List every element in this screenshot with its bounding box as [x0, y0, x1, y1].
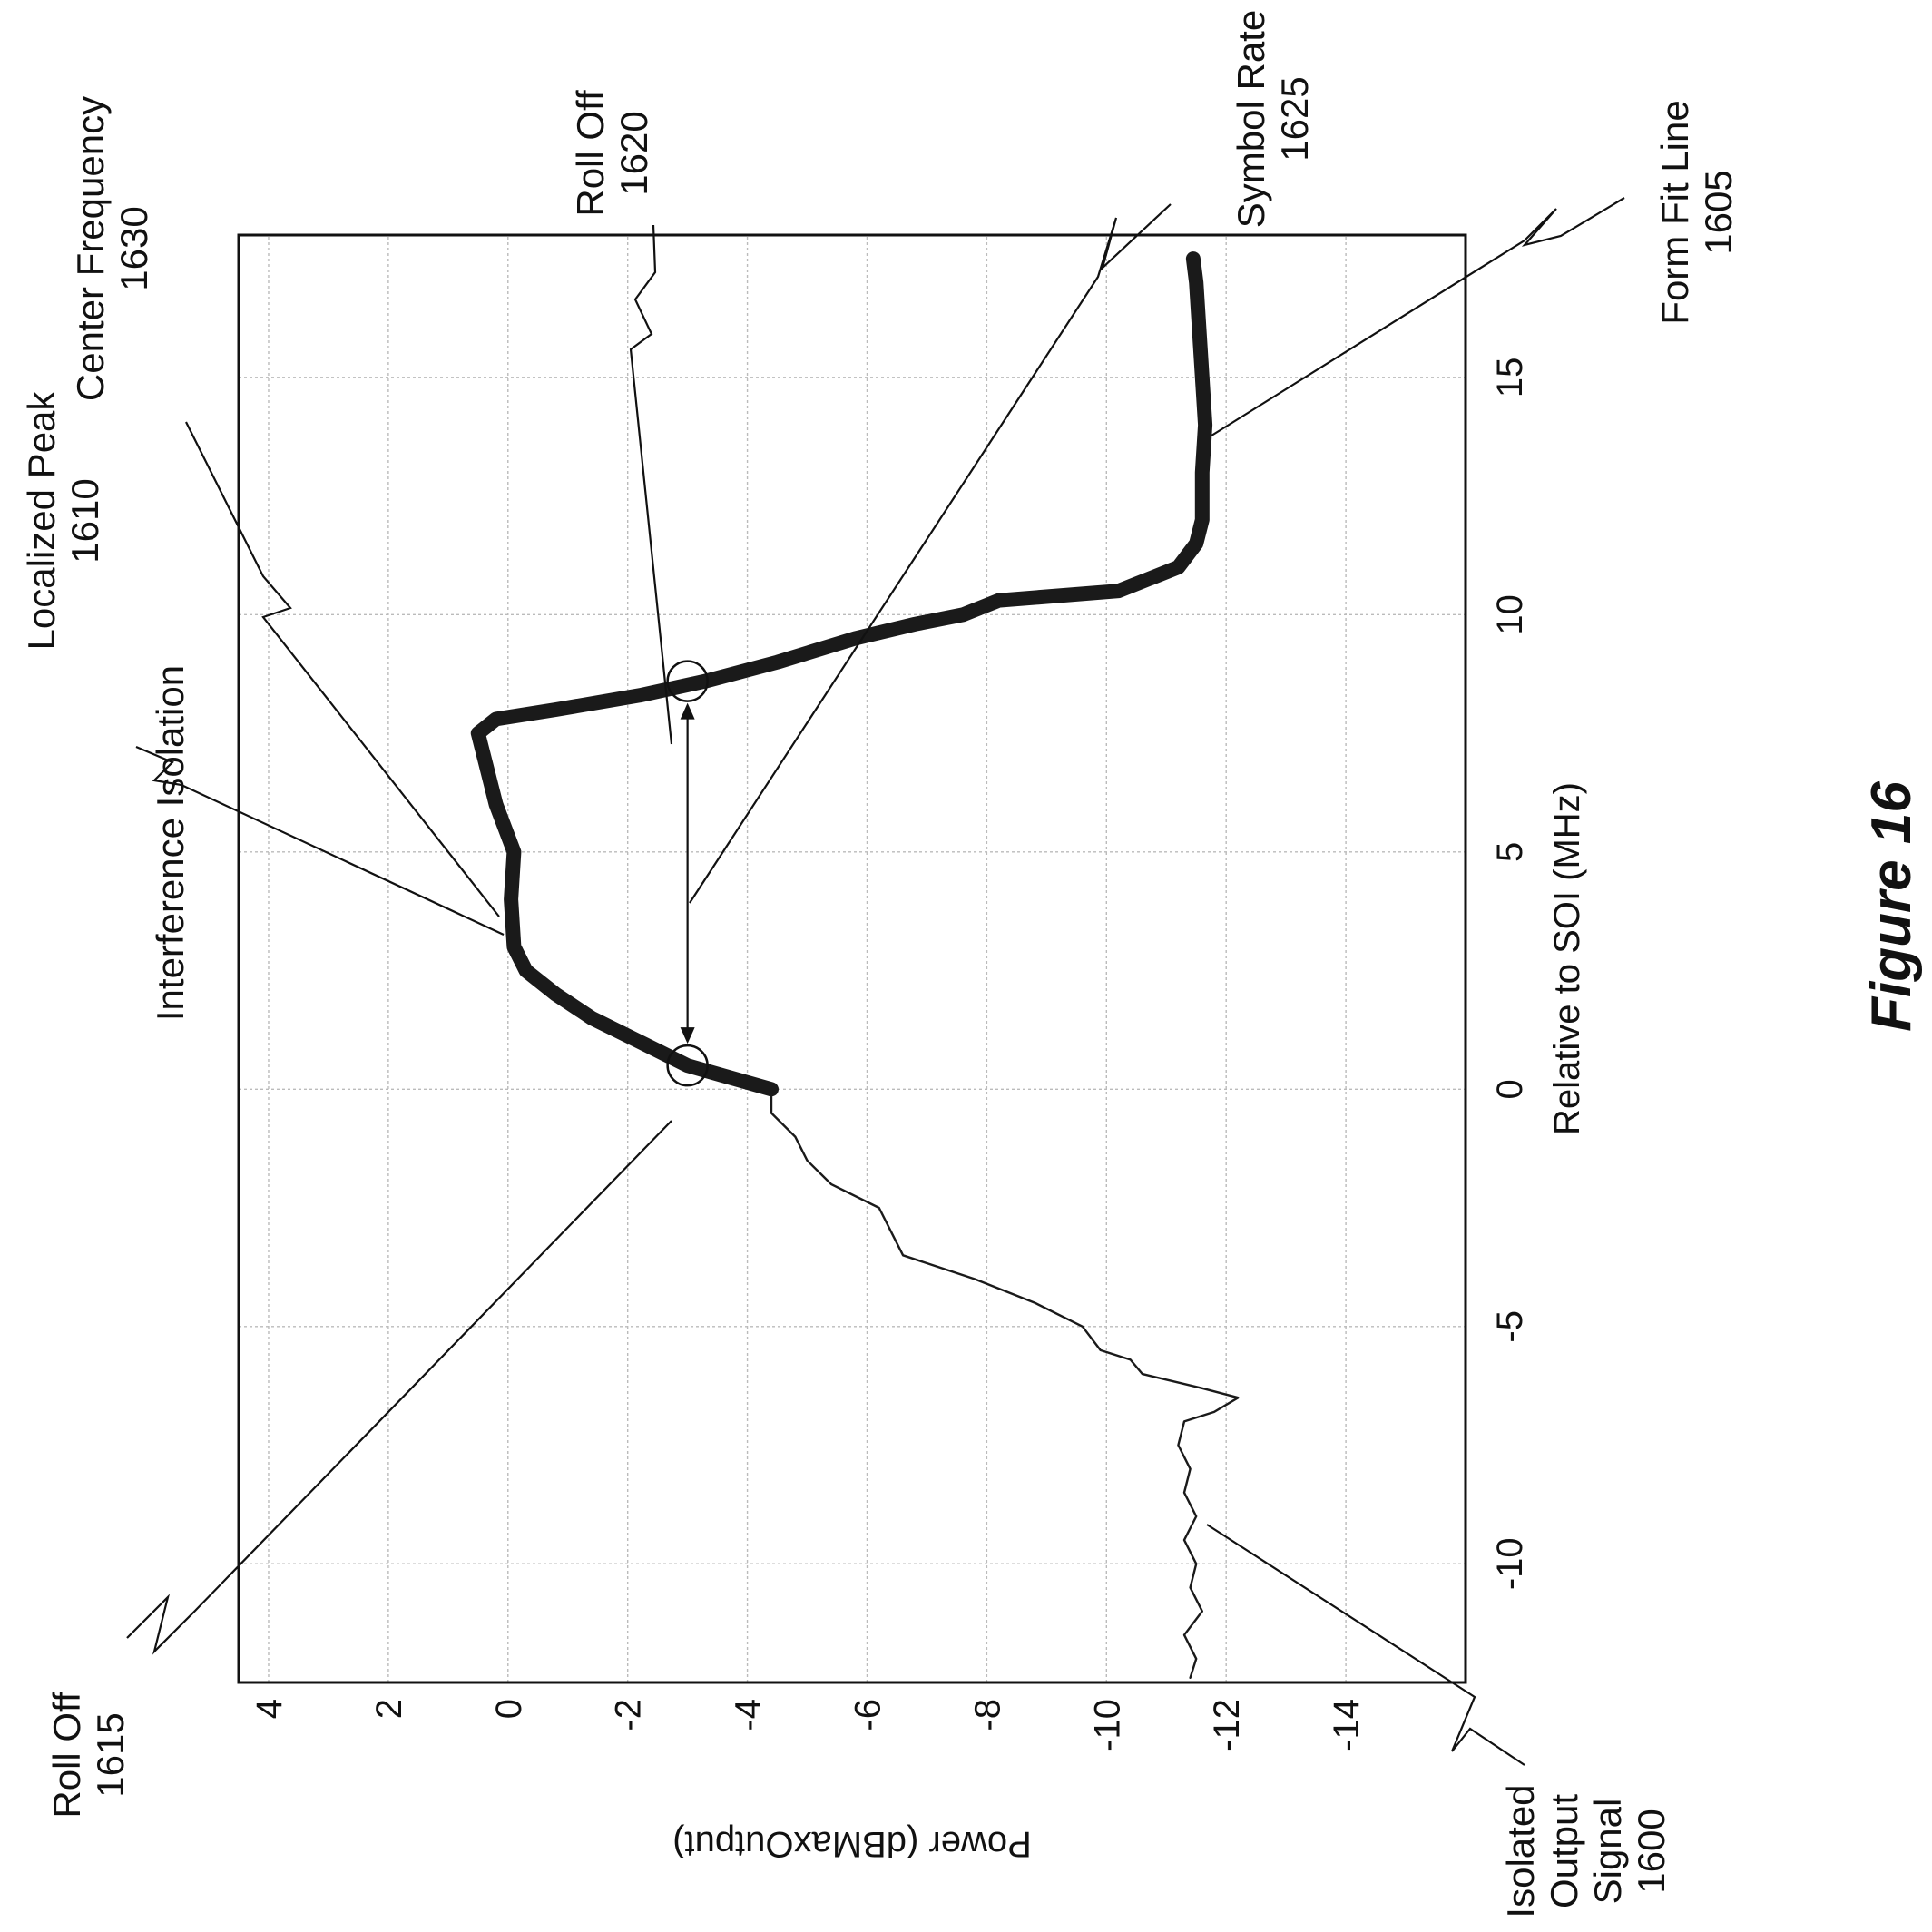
- callout-line-4: 1600: [1630, 1809, 1672, 1893]
- roll-off-marker: [666, 660, 709, 702]
- y-tick-label: -8: [967, 1699, 1007, 1731]
- leader-localized-peak-1610: [135, 745, 505, 936]
- arrowhead-right: [680, 702, 695, 720]
- y-tick-label: -4: [729, 1699, 769, 1731]
- callout-title: Symbol Rate: [1230, 10, 1272, 228]
- y-tick-labels: 4 2 0 -2 -4 -6 -8 -10 -12 -14: [250, 1699, 1367, 1751]
- series-layer: [470, 251, 1240, 1679]
- callout-form-fit-line-1605: Form Fit Line 1605: [1653, 100, 1740, 324]
- rotated-chart: -10 -5 0 5 10 15 4 2 0 -2 -4 -6 -8 -10 -12 -14 Relativ…: [20, 10, 1923, 1918]
- callout-title: Center Frequency: [69, 96, 112, 401]
- plot-frame: [237, 233, 1467, 1684]
- callout-ref: 1620: [613, 111, 655, 195]
- grid-lines: [239, 235, 1466, 1682]
- callout-symbol-rate-1625: Symbol Rate 1625: [1230, 10, 1316, 228]
- roll-off-marker: [666, 1044, 709, 1087]
- x-tick-label: -10: [1490, 1537, 1530, 1590]
- leader-symbol-rate-1625: [689, 203, 1172, 904]
- leader-roll-off-1620: [629, 224, 673, 745]
- callout-line-1: Isolated: [1499, 1784, 1542, 1917]
- x-tick-labels: -10 -5 0 5 10 15: [1490, 358, 1530, 1591]
- leader-isolated-output-signal-1600: [1206, 1524, 1525, 1766]
- y-tick-label: -2: [609, 1699, 649, 1731]
- y-tick-label: -14: [1327, 1699, 1367, 1751]
- callout-isolated-output-signal-1600: Isolated Output Signal 1600: [1499, 1784, 1672, 1917]
- callout-title: Roll Off: [45, 1692, 88, 1819]
- y-tick-label: 4: [250, 1699, 289, 1719]
- marker-layer: [666, 660, 709, 1087]
- callout-title: Roll Off: [569, 90, 612, 217]
- callout-line-3: Signal: [1586, 1799, 1629, 1905]
- callout-localized-peak-1610: Localized Peak 1610: [20, 391, 106, 651]
- callout-ref: 1625: [1273, 76, 1316, 161]
- callout-line-2: Output: [1543, 1794, 1585, 1908]
- callout-ref: 1605: [1697, 170, 1740, 254]
- x-axis-title: Relative to SOI (MHz): [1547, 782, 1587, 1135]
- arrowhead-left: [680, 1027, 695, 1044]
- callout-ref: 1615: [89, 1712, 132, 1797]
- form-fit-line: [470, 251, 1213, 1097]
- figure-caption: Figure 16: [1860, 781, 1923, 1032]
- x-tick-label: 10: [1490, 594, 1530, 635]
- leader-center-frequency-1630: [185, 421, 500, 917]
- isolated-output-signal-line: [770, 1088, 1240, 1679]
- callout-roll-off-1615: Roll Off 1615: [45, 1692, 132, 1819]
- callout-title: Interference Isolation: [149, 665, 191, 1021]
- x-tick-label: 0: [1490, 1079, 1530, 1099]
- callout-title: Localized Peak: [20, 391, 63, 651]
- callout-roll-off-1620: Roll Off 1620: [569, 90, 655, 217]
- y-tick-label: 0: [489, 1699, 529, 1719]
- callout-ref: 1630: [113, 206, 155, 290]
- y-tick-label: -6: [848, 1699, 888, 1731]
- leader-form-fit-line-1605: [1211, 197, 1625, 436]
- x-tick-label: -5: [1490, 1310, 1530, 1343]
- x-tick-label: 5: [1490, 842, 1530, 862]
- x-tick-label: 15: [1490, 358, 1530, 398]
- callout-title: Form Fit Line: [1653, 100, 1696, 324]
- callout-interference-isolation: Interference Isolation: [149, 665, 191, 1021]
- leader-roll-off-1615: [126, 1120, 672, 1655]
- leader-lines: [126, 197, 1625, 1766]
- y-tick-label: -12: [1207, 1699, 1247, 1751]
- y-tick-label: -10: [1087, 1699, 1127, 1751]
- callout-center-frequency-1630: Center Frequency 1630: [69, 96, 155, 401]
- y-axis-title: Power (dBMaxOutput): [672, 1824, 1032, 1864]
- callout-ref: 1610: [64, 478, 106, 563]
- y-tick-label: 2: [369, 1699, 409, 1719]
